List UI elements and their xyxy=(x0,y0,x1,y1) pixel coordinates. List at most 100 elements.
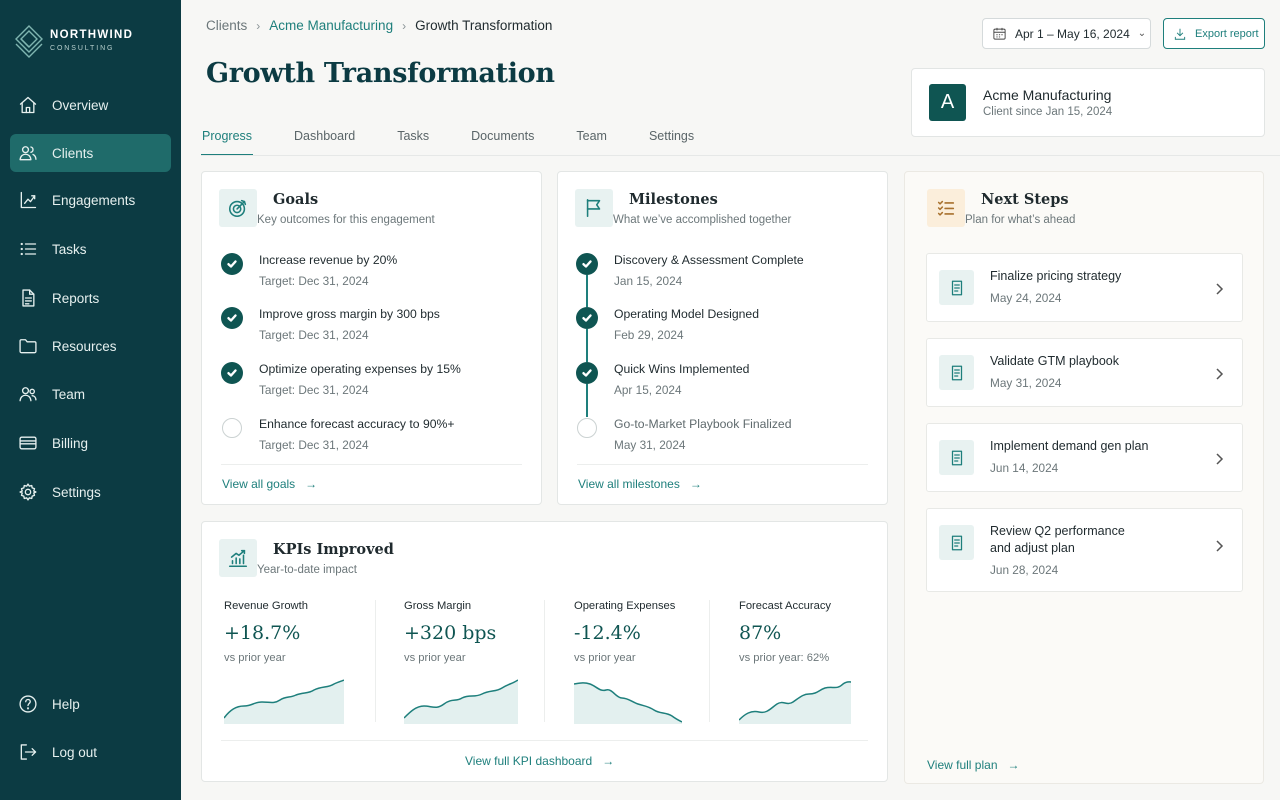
download-icon xyxy=(1174,28,1186,40)
kpi-value: +18.7% xyxy=(224,622,301,644)
next-step-item[interactable]: Implement demand gen plan Jun 14, 2024 xyxy=(926,423,1243,492)
arrow-right-icon: → xyxy=(602,754,615,768)
kpis-subtitle: Year-to-date impact xyxy=(257,564,357,576)
nav-item-billing[interactable]: Billing xyxy=(10,424,171,462)
milestone-item[interactable]: Discovery & Assessment Complete Jan 15, 2… xyxy=(576,253,804,288)
kpi-value: -12.4% xyxy=(574,622,641,644)
milestone-item[interactable]: Go-to-Market Playbook Finalized May 31, 2… xyxy=(576,417,791,452)
checklist-icon xyxy=(927,189,965,227)
target-icon xyxy=(219,189,257,227)
milestone-item[interactable]: Operating Model Designed Feb 29, 2024 xyxy=(576,307,759,342)
nav-item-engagements[interactable]: Engagements xyxy=(10,181,171,219)
goal-item[interactable]: Improve gross margin by 300 bps Target: D… xyxy=(221,307,440,342)
export-label: Export report xyxy=(1195,27,1259,40)
breadcrumb-clients[interactable]: Clients xyxy=(206,18,248,33)
nav-label: Overview xyxy=(52,97,109,113)
export-report-button[interactable]: Export report xyxy=(1163,18,1265,49)
nav-item-overview[interactable]: Overview xyxy=(10,86,171,124)
kpi-value: +320 bps xyxy=(404,622,497,644)
nav-item-clients[interactable]: Clients xyxy=(10,134,171,172)
goal-item[interactable]: Increase revenue by 20% Target: Dec 31, 2… xyxy=(221,253,397,288)
milestone-date: May 31, 2024 xyxy=(614,438,686,452)
step-date: May 31, 2024 xyxy=(990,376,1062,390)
breadcrumb-current: Growth Transformation xyxy=(415,18,553,33)
empty-circle-icon xyxy=(222,418,242,438)
nav-label: Tasks xyxy=(52,241,87,257)
next-steps-subtitle: Plan for what’s ahead xyxy=(965,214,1076,226)
calendar-icon xyxy=(993,27,1006,40)
step-date: Jun 14, 2024 xyxy=(990,461,1059,475)
timeline-connector xyxy=(586,275,588,307)
goal-title: Improve gross margin by 300 bps xyxy=(259,307,440,321)
goal-title: Enhance forecast accuracy to 90%+ xyxy=(259,417,455,431)
kpi-divider xyxy=(709,600,710,722)
nav-label: Engagements xyxy=(52,192,136,208)
chevron-right-icon: › xyxy=(402,18,407,33)
tab-documents[interactable]: Documents xyxy=(471,129,535,143)
nav-label: Team xyxy=(52,386,86,402)
view-all-milestones-link[interactable]: View all milestones → xyxy=(578,477,702,491)
milestones-card: Milestones What we’ve accomplished toget… xyxy=(557,171,888,505)
milestone-date: Feb 29, 2024 xyxy=(614,328,684,342)
help-icon xyxy=(19,695,37,713)
nav-label: Reports xyxy=(52,290,100,306)
tab-team[interactable]: Team xyxy=(576,129,607,143)
breadcrumb: Clients › Acme Manufacturing › Growth Tr… xyxy=(206,18,552,33)
logo-mark-icon xyxy=(15,25,43,58)
check-icon xyxy=(576,307,598,329)
kpi-divider xyxy=(544,600,545,722)
kpi-value: 87% xyxy=(739,622,782,644)
nav-item-team[interactable]: Team xyxy=(10,375,171,413)
goal-item[interactable]: Optimize operating expenses by 15% Target… xyxy=(221,362,461,397)
kpi-forecast-accuracy: Forecast Accuracy 87% vs prior year: 62% xyxy=(739,600,831,664)
sparkline-opex xyxy=(574,682,682,724)
nav-item-resources[interactable]: Resources xyxy=(10,327,171,365)
breadcrumb-client[interactable]: Acme Manufacturing xyxy=(269,18,394,33)
arrow-right-icon: → xyxy=(1007,758,1020,772)
next-steps-card: Next Steps Plan for what’s ahead Finaliz… xyxy=(904,171,1264,784)
step-date: Jun 28, 2024 xyxy=(990,563,1059,577)
next-steps-title: Next Steps xyxy=(981,191,1069,208)
arrow-right-icon: → xyxy=(305,477,318,491)
tab-progress[interactable]: Progress xyxy=(201,127,254,156)
tab-dashboard[interactable]: Dashboard xyxy=(294,129,356,143)
milestone-title: Discovery & Assessment Complete xyxy=(614,253,804,267)
main-content: Clients › Acme Manufacturing › Growth Tr… xyxy=(181,0,1280,800)
nav-item-settings[interactable]: Settings xyxy=(10,473,171,511)
view-kpi-dashboard-link[interactable]: View full KPI dashboard → xyxy=(465,754,614,768)
tab-settings[interactable]: Settings xyxy=(648,129,695,143)
kpi-divider xyxy=(375,600,376,722)
logo[interactable]: NORTHWIND CONSULTING xyxy=(14,24,133,58)
next-step-item[interactable]: Review Q2 performance and adjust plan Ju… xyxy=(926,508,1243,592)
link-label: View full KPI dashboard xyxy=(465,754,593,768)
view-all-goals-link[interactable]: View all goals → xyxy=(222,477,317,491)
kpi-operating-expenses: Operating Expenses -12.4% vs prior year xyxy=(574,600,675,664)
date-range-label: Apr 1 – May 16, 2024 xyxy=(1015,26,1130,41)
kpis-title: KPIs Improved xyxy=(273,541,394,558)
tab-tasks[interactable]: Tasks xyxy=(397,129,430,143)
milestone-item[interactable]: Quick Wins Implemented Apr 15, 2024 xyxy=(576,362,749,397)
nav-item-tasks[interactable]: Tasks xyxy=(10,230,171,268)
goal-target: Target: Dec 31, 2024 xyxy=(259,438,369,452)
next-step-item[interactable]: Validate GTM playbook May 31, 2024 xyxy=(926,338,1243,407)
step-title: Finalize pricing strategy xyxy=(990,269,1122,283)
help-link[interactable]: Help xyxy=(10,685,171,723)
view-full-plan-link[interactable]: View full plan → xyxy=(927,758,1020,772)
client-since: Client since Jan 15, 2024 xyxy=(983,106,1113,118)
milestones-title: Milestones xyxy=(629,191,718,208)
help-label: Help xyxy=(52,696,80,712)
next-step-item[interactable]: Finalize pricing strategy May 24, 2024 xyxy=(926,253,1243,322)
link-label: View all milestones xyxy=(578,477,680,491)
kpi-label: Revenue Growth xyxy=(224,600,308,612)
document-icon xyxy=(939,270,974,305)
nav-item-reports[interactable]: Reports xyxy=(10,279,171,317)
goal-item[interactable]: Enhance forecast accuracy to 90%+ Target:… xyxy=(221,417,454,452)
client-card: A Acme Manufacturing Client since Jan 15… xyxy=(911,68,1265,137)
date-range-picker[interactable]: Apr 1 – May 16, 2024 ⌄ xyxy=(982,18,1151,49)
logout-link[interactable]: Log out xyxy=(10,733,171,771)
chevron-down-icon: ⌄ xyxy=(1137,28,1147,39)
empty-circle-icon xyxy=(577,418,597,438)
link-label: View all goals xyxy=(222,477,296,491)
avatar: A xyxy=(929,84,966,121)
milestone-date: Jan 15, 2024 xyxy=(614,274,683,288)
